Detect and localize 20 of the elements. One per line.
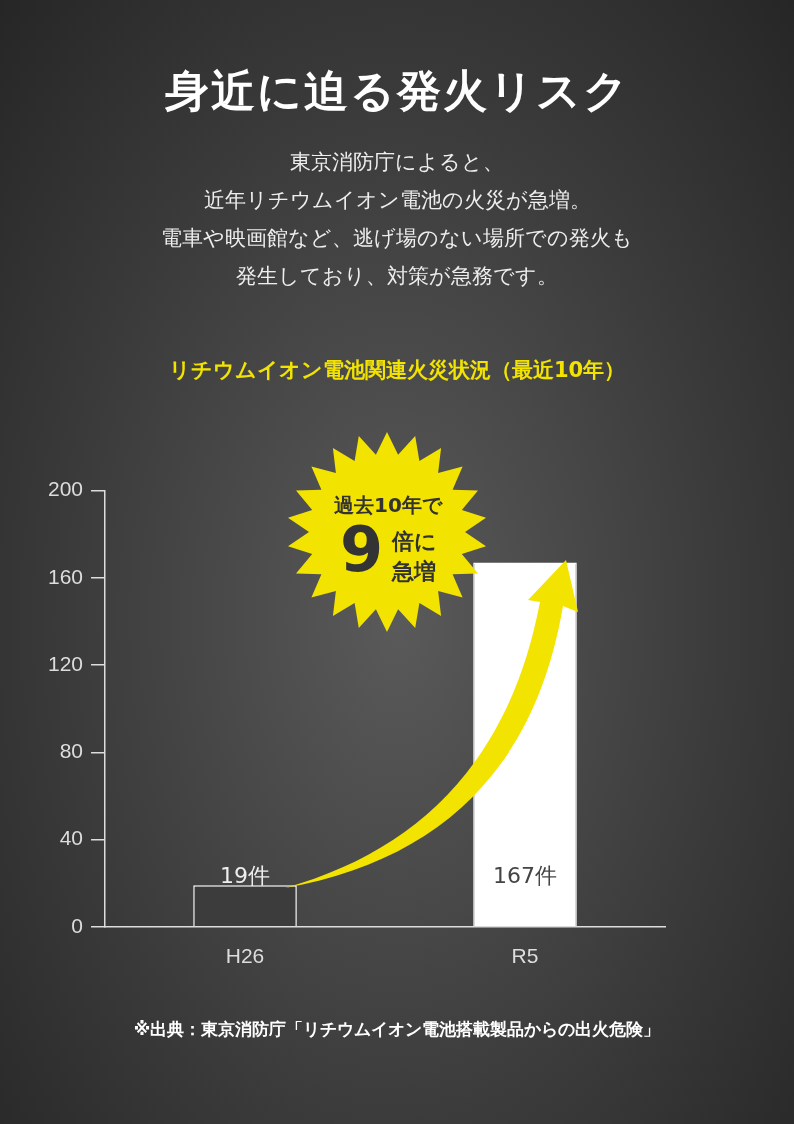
y-tick-label: 160 — [47, 564, 84, 588]
x-tick-label: H26 — [225, 944, 265, 968]
y-tick-label: 0 — [71, 913, 84, 937]
y-tick-label: 120 — [47, 651, 84, 675]
text: 近年リチウムイオン電池の火災が急増。 — [202, 187, 592, 214]
text: 発生しており、対策が急務です。 — [235, 263, 559, 290]
y-tick-label: 80 — [59, 739, 84, 763]
annotation: 倍に — [392, 528, 437, 556]
annotation: 過去10年で — [334, 492, 442, 519]
y-tick-label: 40 — [59, 826, 84, 850]
chart-title: 身近に迫る発火リスク — [163, 64, 631, 118]
x-tick-label: R5 — [511, 944, 539, 968]
text: 電車や映画館など、逃げ場のない場所での発火も — [160, 225, 634, 252]
text: ※出典：東京消防庁「リチウムイオン電池搭載製品からの出火危険」 — [132, 1018, 662, 1041]
annotation: 急増 — [392, 558, 436, 586]
text: リチウムイオン電池関連火災状況（最近10年） — [167, 357, 627, 384]
chart-subtitle: 東京消防庁によると、 — [289, 149, 505, 176]
data-label: 167件 — [493, 862, 558, 888]
data-label: 19件 — [220, 862, 271, 888]
y-tick-label: 200 — [47, 477, 84, 501]
